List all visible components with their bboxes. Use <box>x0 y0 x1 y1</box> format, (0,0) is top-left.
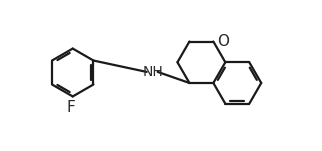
Text: O: O <box>217 34 229 49</box>
Text: NH: NH <box>142 65 163 79</box>
Text: F: F <box>67 100 76 115</box>
